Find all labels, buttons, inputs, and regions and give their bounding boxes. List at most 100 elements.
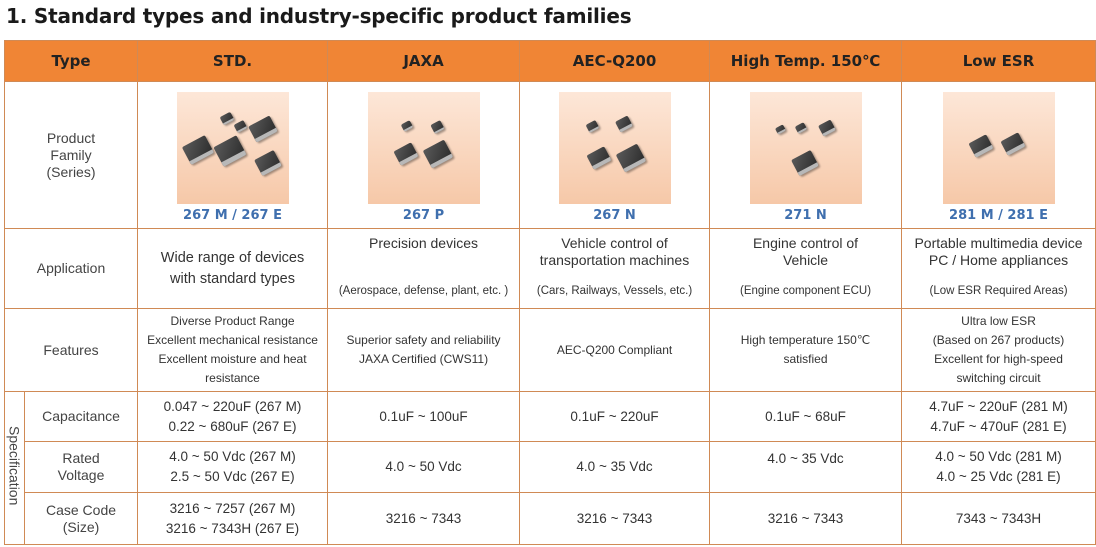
capacitor-chip-image: [247, 115, 278, 143]
row-label-features: Features: [3, 308, 139, 392]
product-cell-low-esr: 281 M / 281 E: [901, 81, 1096, 229]
product-family-table: Type STD. JAXA AEC-Q200 High Temp. 150℃ …: [3, 40, 1096, 545]
capacitor-chip-image: [999, 132, 1026, 156]
specification-group-label: Specification: [4, 391, 25, 545]
case-code-cell-std: 3216 ~ 7257 (267 M) 3216 ~ 7343H (267 E): [137, 492, 329, 545]
rated-voltage-cell-aec-q200: 4.0 ~ 35 Vdc: [519, 441, 711, 493]
application-examples: (Engine component ECU): [739, 285, 872, 297]
voltage-line: 4.0 ~ 50 Vdc (281 M): [935, 449, 1062, 464]
features-row: Features Diverse Product Range Excellent…: [3, 308, 1096, 392]
capacitor-chip-image: [790, 149, 819, 177]
case-code-line: 3216 ~ 7257 (267 M): [169, 500, 296, 516]
application-line: with standard types: [170, 270, 295, 287]
capacitor-chip-image: [614, 115, 633, 133]
application-examples: (Low ESR Required Areas): [929, 285, 1068, 297]
feature-line: Excellent for high-speed: [934, 352, 1063, 366]
application-line: Wide range of devices: [160, 249, 305, 266]
application-examples: (Cars, Railways, Vessels, etc.): [536, 285, 693, 297]
feature-line: resistance: [205, 371, 260, 385]
case-code-cell-high-temp: 3216 ~ 7343: [709, 492, 903, 545]
product-cell-std: 267 M / 267 E: [137, 81, 329, 229]
product-image-jaxa: [367, 92, 480, 204]
capacitor-chip-image: [967, 134, 994, 158]
application-line: PC / Home appliances: [928, 252, 1069, 268]
rated-voltage-row: Rated Voltage 4.0 ~ 50 Vdc (267 M) 2.5 ~…: [5, 441, 1096, 493]
capacitance-cell-low-esr: 4.7uF ~ 220uF (281 M) 4.7uF ~ 470uF (281…: [901, 391, 1096, 442]
case-code-row: Case Code (Size) 3216 ~ 7257 (267 M) 321…: [5, 492, 1096, 545]
header-low-esr: Low ESR: [901, 40, 1096, 82]
product-image-high-temp: [749, 92, 862, 204]
feature-line: switching circuit: [956, 371, 1041, 385]
feature-line: AEC-Q200 Compliant: [556, 342, 673, 357]
product-image-low-esr: [942, 92, 1055, 204]
capacitance-row: Specification Capacitance 0.047 ~ 220uF …: [4, 391, 1096, 545]
capacitor-chip-image: [400, 120, 413, 132]
capacitor-chip-image: [817, 119, 836, 137]
row-label-application: Application: [3, 228, 139, 309]
capacitor-chip-image: [794, 122, 807, 134]
application-line: Portable multimedia device: [914, 235, 1083, 251]
application-cell-low-esr: Portable multimedia device PC / Home app…: [901, 228, 1096, 309]
capacitor-chip-image: [253, 149, 282, 177]
case-code-cell-jaxa: 3216 ~ 7343: [327, 492, 521, 545]
specification-label: Specification: [6, 425, 23, 506]
series-label-high-temp: 271 N: [784, 208, 827, 223]
application-line: Vehicle: [782, 252, 829, 268]
header-jaxa: JAXA: [327, 40, 521, 82]
capacitor-chip-image: [212, 135, 247, 167]
rated-voltage-cell-low-esr: 4.0 ~ 50 Vdc (281 M) 4.0 ~ 25 Vdc (281 E…: [901, 441, 1096, 493]
capacitor-chip-image: [392, 142, 419, 166]
features-cell-jaxa: Superior safety and reliability JAXA Cer…: [327, 308, 521, 392]
feature-line: Superior safety and reliability: [346, 333, 501, 347]
product-family-row: Product Family (Series) 267 M / 267 E: [3, 81, 1096, 229]
features-cell-aec-q200: AEC-Q200 Compliant: [519, 308, 711, 392]
row-label-line: (Size): [62, 518, 100, 535]
voltage-line: 4.0 ~ 50 Vdc (267 M): [169, 449, 296, 464]
capacitance-cell-jaxa: 0.1uF ~ 100uF: [327, 391, 521, 442]
capacitor-chip-image: [219, 111, 234, 126]
capacitance-line: 4.7uF ~ 220uF (281 M): [929, 398, 1068, 414]
row-label-case-code: Case Code (Size): [23, 492, 139, 545]
application-examples: (Aerospace, defense, plant, etc. ): [338, 285, 509, 297]
feature-line: Excellent mechanical resistance: [147, 333, 318, 347]
capacitance-line: 0.22 ~ 680uF (267 E): [168, 418, 297, 434]
row-label-line: Family: [50, 146, 92, 163]
feature-line: Diverse Product Range: [170, 314, 295, 328]
feature-line: (Based on 267 products): [932, 333, 1065, 347]
capacitor-chip-image: [774, 124, 786, 135]
rated-voltage-cell-std: 4.0 ~ 50 Vdc (267 M) 2.5 ~ 50 Vdc (267 E…: [137, 441, 329, 493]
features-cell-high-temp: High temperature 150℃ satisfied: [709, 308, 903, 392]
rated-voltage-cell-high-temp: 4.0 ~ 35 Vdc: [709, 441, 903, 493]
product-image-std: [176, 92, 289, 204]
features-cell-low-esr: Ultra low ESR (Based on 267 products) Ex…: [901, 308, 1096, 392]
row-label-line: Case Code: [45, 501, 117, 518]
row-label-line: (Series): [46, 163, 96, 180]
case-code-cell-low-esr: 7343 ~ 7343H: [901, 492, 1096, 545]
product-image-aec-q200: [558, 92, 671, 204]
case-code-cell-aec-q200: 3216 ~ 7343: [519, 492, 711, 545]
application-cell-aec-q200: Vehicle control of transportation machin…: [519, 228, 711, 309]
features-cell-std: Diverse Product Range Excellent mechanic…: [137, 308, 329, 392]
product-cell-high-temp: 271 N: [709, 81, 903, 229]
capacitance-line: 4.7uF ~ 470uF (281 E): [930, 418, 1067, 434]
capacitor-chip-image: [181, 135, 214, 165]
page-title: 1. Standard types and industry-specific …: [6, 4, 632, 28]
capacitor-chip-image: [585, 119, 599, 134]
feature-line: High temperature 150℃: [740, 333, 871, 347]
application-line: Engine control of: [752, 235, 859, 251]
row-label-product-family: Product Family (Series): [3, 81, 139, 229]
feature-line: Ultra low ESR: [961, 314, 1036, 328]
product-cell-aec-q200: 267 N: [519, 81, 711, 229]
application-top: Vehicle control of transportation machin…: [521, 235, 709, 269]
series-label-aec-q200: 267 N: [593, 208, 636, 223]
voltage-line: 4.0 ~ 25 Vdc (281 E): [936, 469, 1061, 484]
application-row: Application Wide range of devices with s…: [3, 228, 1096, 309]
application-line: Precision devices: [369, 235, 478, 251]
voltage-line: 2.5 ~ 50 Vdc (267 E): [170, 469, 295, 484]
feature-line: JAXA Certified (CWS11): [358, 352, 489, 366]
capacitance-line: 0.047 ~ 220uF (267 M): [163, 398, 302, 414]
application-line: Vehicle control of: [561, 235, 668, 251]
capacitor-chip-image: [233, 119, 247, 134]
capacitance-cell-high-temp: 0.1uF ~ 68uF: [709, 391, 903, 442]
